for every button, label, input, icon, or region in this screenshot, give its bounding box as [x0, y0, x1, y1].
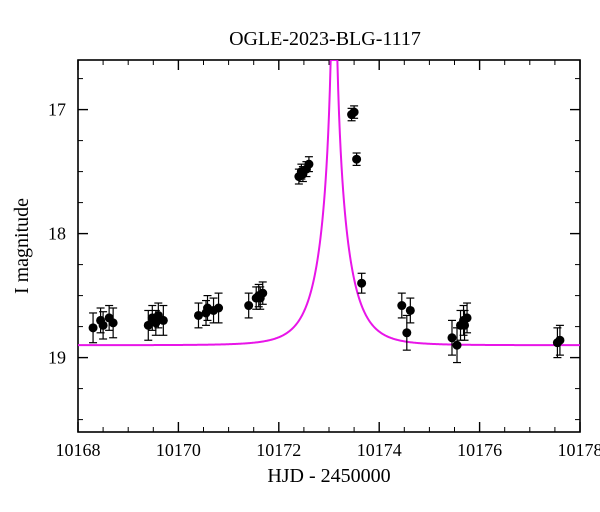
x-tick-label: 10176 [457, 440, 502, 460]
data-point [357, 279, 366, 288]
data-points [89, 108, 565, 350]
data-point [99, 321, 108, 330]
x-tick-label: 10174 [357, 440, 402, 460]
y-axis-label: I magnitude [11, 198, 33, 294]
data-point [304, 160, 313, 169]
data-point [214, 304, 223, 313]
data-point [447, 333, 456, 342]
data-point [350, 108, 359, 117]
x-axis-label: HJD - 2450000 [267, 465, 390, 487]
data-point [397, 301, 406, 310]
lensing-model-line [78, 60, 580, 345]
x-tick-label: 10168 [56, 440, 101, 460]
x-tick-label: 10178 [558, 440, 600, 460]
y-tick-label: 19 [48, 348, 66, 368]
data-point [463, 313, 472, 322]
data-point [89, 323, 98, 332]
error-bars [89, 106, 564, 363]
chart-title: OGLE-2023-BLG-1117 [229, 28, 421, 50]
y-tick-label: 17 [48, 100, 66, 120]
data-point [159, 316, 168, 325]
x-tick-label: 10172 [256, 440, 301, 460]
y-tick-label: 18 [48, 224, 66, 244]
x-tick-label: 10170 [156, 440, 201, 460]
tick-labels: 10168 10170 10172 10174 10176 10178 17 18 19 [48, 100, 600, 460]
chart-container: OGLE-2023-BLG-1117 HJD - 2450000 I magni… [0, 0, 600, 512]
chart-svg: OGLE-2023-BLG-1117 HJD - 2450000 I magni… [0, 0, 600, 512]
data-point [352, 155, 361, 164]
data-point [555, 336, 564, 345]
data-point [109, 318, 118, 327]
data-point [406, 306, 415, 315]
data-point [453, 341, 462, 350]
data-point [258, 289, 267, 298]
model-curve [78, 60, 580, 345]
data-point [244, 301, 253, 310]
data-point [402, 328, 411, 337]
